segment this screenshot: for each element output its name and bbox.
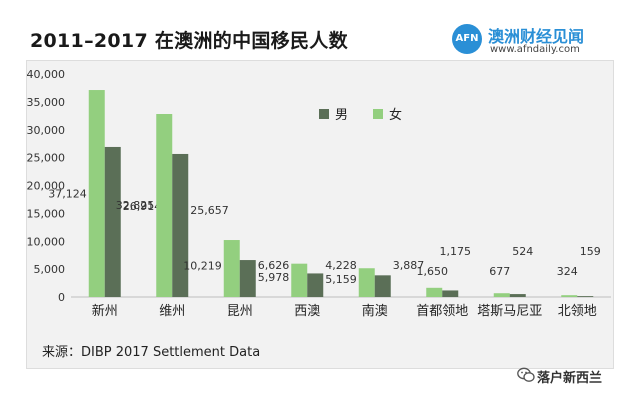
brand: AFN 澳洲财经见闻 www.afndaily.com bbox=[452, 20, 632, 60]
brand-name: 澳洲财经见闻 bbox=[488, 27, 585, 46]
chart-area: 0 5,000 10,000 15,000 20,000 25,000 30,000 35,0… bbox=[26, 60, 614, 369]
y-tick-label: 15,000 bbox=[27, 207, 65, 220]
chart-title: 2011–2017 在澳洲的中国移民人数 bbox=[30, 30, 348, 52]
data-label-female: 677 bbox=[489, 265, 510, 278]
bar-male bbox=[172, 153, 189, 297]
data-label-female: 5,978 bbox=[258, 271, 290, 284]
data-label-female: 32,825 bbox=[116, 199, 155, 212]
brand-url: www.afndaily.com bbox=[490, 44, 580, 55]
y-tick-label: 40,000 bbox=[27, 68, 65, 81]
data-label-male: 25,657 bbox=[190, 204, 229, 217]
x-tick-label: 北领地 bbox=[558, 304, 597, 319]
wechat-icon bbox=[517, 367, 535, 382]
legend-swatch bbox=[373, 109, 383, 119]
y-tick-label: 0 bbox=[58, 291, 65, 304]
bar-female bbox=[88, 90, 105, 298]
bar-male bbox=[509, 294, 526, 297]
bar-female bbox=[156, 114, 173, 297]
x-tick-label: 西澳 bbox=[294, 303, 320, 319]
data-label-female: 5,159 bbox=[325, 273, 357, 286]
data-label-male: 3,887 bbox=[393, 259, 425, 272]
bar-male bbox=[374, 275, 391, 297]
x-tick-label: 新州 bbox=[92, 303, 118, 319]
bar-female bbox=[561, 295, 578, 297]
bar-male bbox=[577, 296, 594, 297]
data-label-male: 1,175 bbox=[440, 245, 472, 258]
bar-male bbox=[104, 146, 121, 297]
bar-female bbox=[358, 268, 375, 297]
data-label-male: 524 bbox=[512, 245, 533, 258]
bar-chart: 0 5,000 10,000 15,000 20,000 25,000 30,000 35,0… bbox=[27, 68, 611, 319]
y-tick-label: 10,000 bbox=[27, 235, 65, 248]
legend-label: 女 bbox=[389, 107, 402, 123]
wechat-account-name: 落户新西兰 bbox=[537, 371, 603, 386]
bar-male bbox=[442, 290, 459, 297]
bar-female bbox=[493, 293, 510, 297]
data-label-male: 26,914 bbox=[123, 200, 162, 213]
bar-male bbox=[307, 273, 324, 297]
x-tick-label: 维州 bbox=[159, 304, 185, 319]
y-tick-label: 30,000 bbox=[27, 124, 65, 137]
wechat-footer: 落户新西兰 bbox=[517, 367, 637, 387]
y-tick-label: 25,000 bbox=[27, 152, 65, 165]
x-tick-label: 塔斯马尼亚 bbox=[477, 304, 542, 319]
brand-logo: AFN bbox=[452, 24, 482, 54]
data-label-male: 6,626 bbox=[258, 259, 290, 272]
data-label-male: 4,228 bbox=[325, 259, 357, 272]
bar-male bbox=[239, 260, 256, 297]
data-label-female: 37,124 bbox=[48, 188, 87, 201]
bar-female bbox=[426, 287, 443, 297]
data-label-female: 10,219 bbox=[183, 260, 222, 273]
x-tick-label: 首都领地 bbox=[416, 304, 468, 319]
data-label-female: 324 bbox=[557, 265, 578, 278]
legend-label: 男 bbox=[335, 108, 348, 123]
data-label-female: 1,650 bbox=[417, 265, 449, 278]
bar-female bbox=[223, 240, 240, 297]
y-tick-label: 20,000 bbox=[27, 180, 65, 193]
y-tick-label: 35,000 bbox=[27, 96, 65, 109]
y-tick-label: 5,000 bbox=[34, 263, 66, 276]
bar-female bbox=[291, 263, 308, 297]
data-label-male: 159 bbox=[580, 245, 601, 258]
legend-swatch bbox=[319, 109, 329, 119]
source-note: 来源：DIBP 2017 Settlement Data bbox=[42, 345, 261, 360]
x-tick-label: 南澳 bbox=[362, 303, 388, 319]
x-tick-label: 昆州 bbox=[227, 304, 253, 319]
